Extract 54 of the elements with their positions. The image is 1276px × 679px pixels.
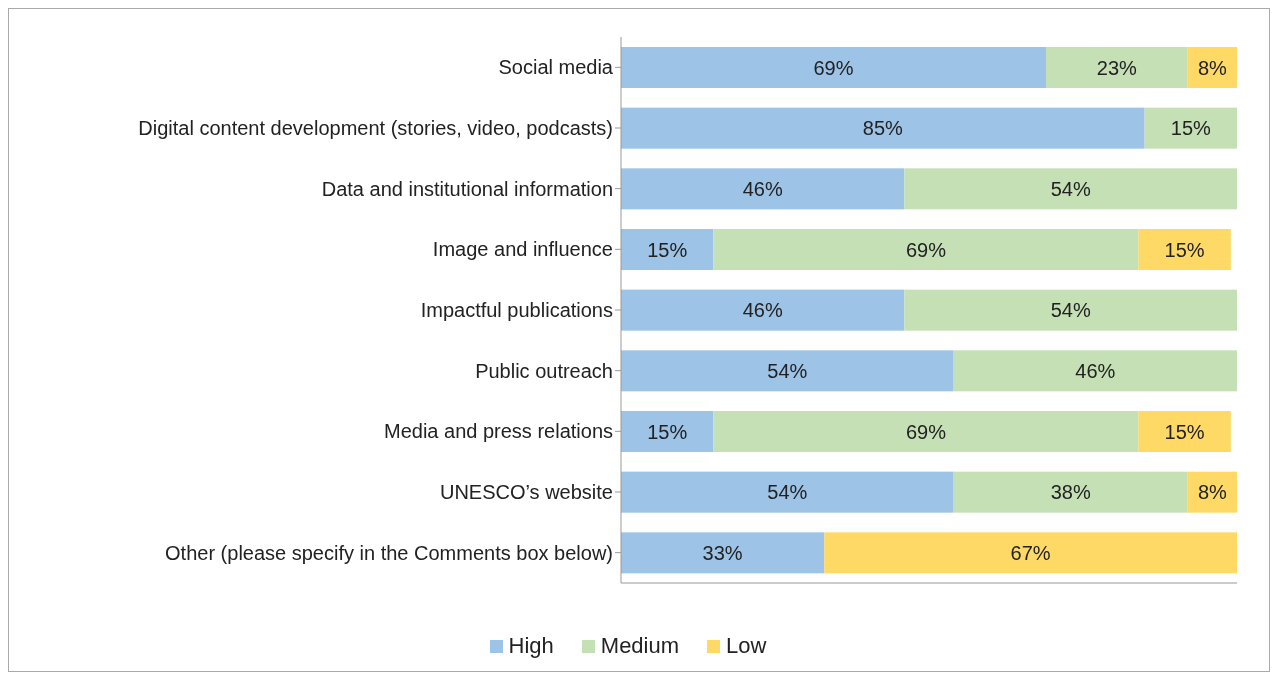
y-tick-label: Social media bbox=[498, 56, 614, 79]
data-label: 54% bbox=[1050, 299, 1091, 322]
data-label: 67% bbox=[1010, 541, 1051, 564]
y-tick-label: Media and press relations bbox=[383, 420, 613, 443]
data-label: 15% bbox=[647, 238, 688, 261]
bar bbox=[621, 532, 825, 574]
data-label: 38% bbox=[1050, 481, 1091, 504]
bar bbox=[621, 107, 1145, 149]
bar bbox=[621, 289, 905, 331]
y-tick-label: Digital content development (stories, video, podcasts) bbox=[138, 117, 613, 140]
y-tick-label: Image and influence bbox=[432, 238, 613, 261]
bar bbox=[1144, 107, 1237, 149]
y-tick-label: UNESCO’s website bbox=[439, 481, 613, 504]
data-label: 46% bbox=[1075, 359, 1116, 382]
data-label: 46% bbox=[742, 299, 783, 322]
bar bbox=[621, 168, 905, 210]
bar bbox=[1046, 47, 1188, 88]
bar bbox=[621, 47, 1047, 88]
data-label: 85% bbox=[862, 117, 904, 140]
bar bbox=[621, 411, 714, 452]
data-label: 69% bbox=[905, 420, 947, 443]
data-label: 69% bbox=[813, 56, 854, 79]
bar bbox=[904, 289, 1237, 331]
bar bbox=[824, 532, 1237, 574]
bar bbox=[904, 168, 1237, 210]
data-label: 54% bbox=[767, 481, 808, 504]
legend-label: Medium bbox=[600, 633, 680, 659]
data-label: 8% bbox=[1197, 56, 1228, 79]
data-label: 54% bbox=[767, 359, 808, 382]
data-label: 15% bbox=[1164, 238, 1205, 261]
data-label: 54% bbox=[1050, 177, 1091, 200]
data-label: 33% bbox=[702, 541, 743, 564]
data-label: 46% bbox=[742, 177, 783, 200]
bar bbox=[953, 350, 1237, 392]
y-tick-label: Public outreach bbox=[475, 359, 613, 382]
data-label: 69% bbox=[905, 238, 947, 261]
bar bbox=[1138, 229, 1231, 270]
bar bbox=[713, 229, 1139, 270]
y-tick-label: Impactful publications bbox=[420, 299, 613, 322]
bar bbox=[621, 350, 954, 392]
data-label: 23% bbox=[1096, 56, 1138, 79]
data-label: 15% bbox=[1164, 420, 1205, 443]
data-label: 15% bbox=[1170, 117, 1212, 140]
bar bbox=[713, 411, 1139, 452]
bar bbox=[621, 471, 954, 513]
bar bbox=[1138, 411, 1231, 452]
y-tick-label: Data and institutional information bbox=[321, 177, 613, 200]
y-tick-label: Other (please specify in the Comments box below) bbox=[165, 541, 613, 564]
data-label: 15% bbox=[647, 420, 688, 443]
bar bbox=[953, 471, 1188, 513]
legend-label: Low bbox=[726, 633, 767, 659]
legend-label: High bbox=[508, 633, 554, 659]
bar bbox=[621, 229, 714, 270]
data-label: 8% bbox=[1197, 481, 1228, 504]
